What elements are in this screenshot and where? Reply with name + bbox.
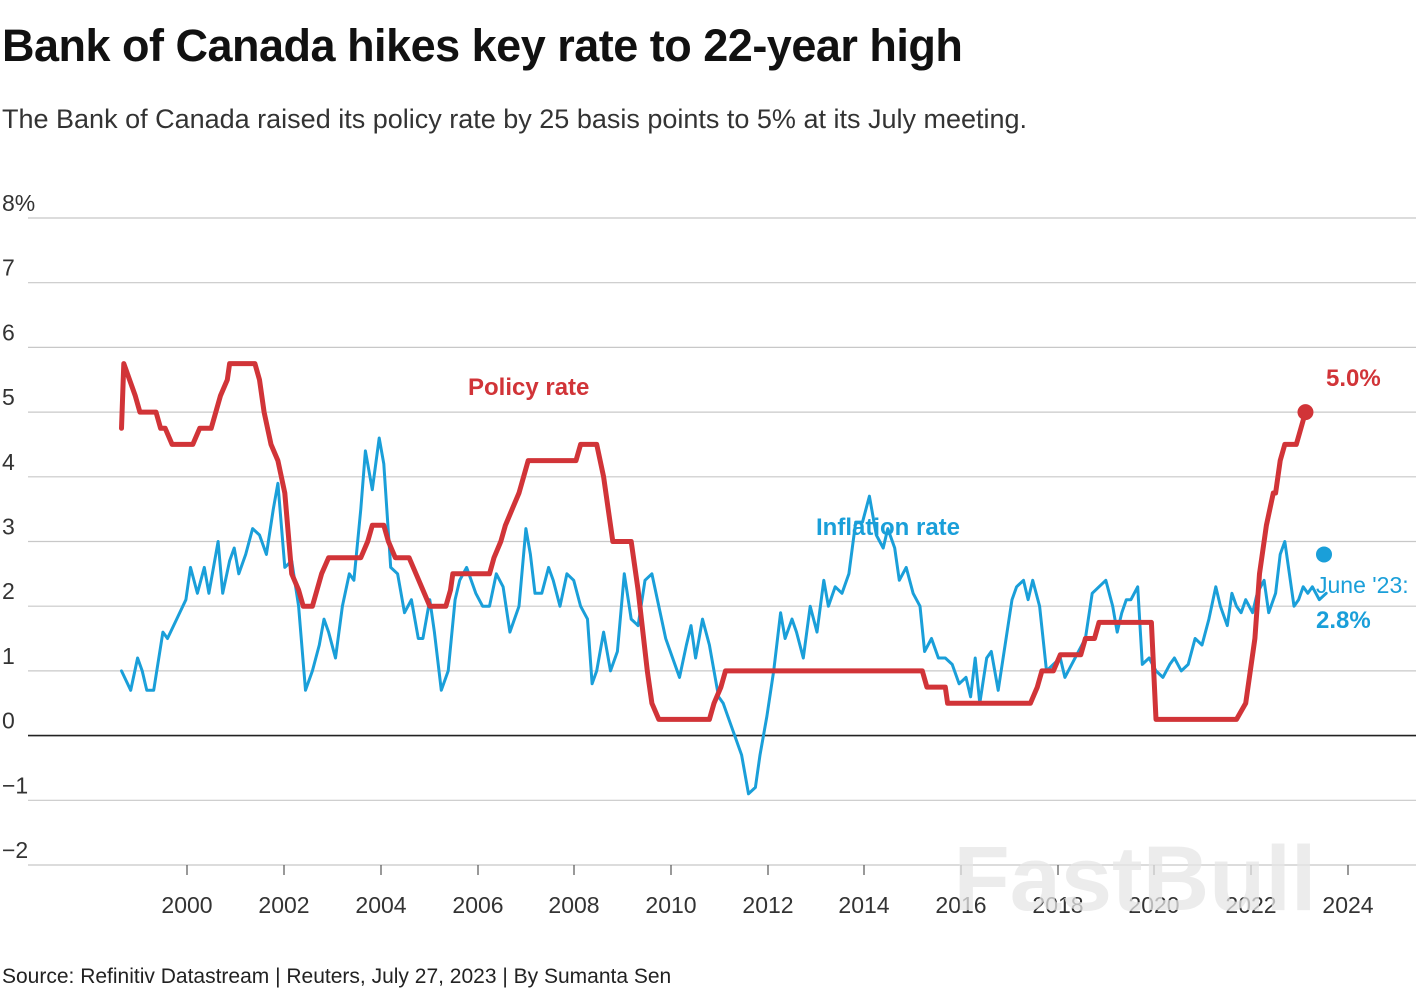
y-tick-label: 8% bbox=[2, 190, 35, 216]
x-tick-label: 2002 bbox=[258, 892, 309, 918]
y-tick-label: 4 bbox=[2, 449, 15, 475]
inflation-rate-end-value: 2.8% bbox=[1316, 607, 1371, 634]
inflation-rate-line bbox=[120, 436, 1328, 796]
policy-rate-label: Policy rate bbox=[468, 374, 589, 401]
watermark: FastBull bbox=[954, 828, 1317, 930]
x-tick-label: 2004 bbox=[355, 892, 406, 918]
y-tick-label: 7 bbox=[2, 255, 15, 281]
x-tick-label: 2016 bbox=[935, 892, 986, 918]
series-labels: Policy rate Inflation rate 5.0% June '23: 2.… bbox=[468, 365, 1409, 634]
x-tick-label: 2022 bbox=[1225, 892, 1276, 918]
y-tick-label: 6 bbox=[2, 319, 15, 345]
policy-rate-line bbox=[119, 361, 1308, 722]
y-tick-label: 1 bbox=[2, 643, 15, 669]
x-tick-label: 2006 bbox=[452, 892, 503, 918]
chart-subtitle: The Bank of Canada raised its policy rat… bbox=[2, 104, 1028, 134]
x-tick-label: 2012 bbox=[742, 892, 793, 918]
x-tick-label: 2024 bbox=[1322, 892, 1373, 918]
x-tick-label: 2020 bbox=[1128, 892, 1179, 918]
y-tick-label: 5 bbox=[2, 384, 15, 410]
x-tick-label: 2010 bbox=[645, 892, 696, 918]
source-note: Source: Refinitiv Datastream | Reuters, … bbox=[2, 965, 672, 988]
chart-title: Bank of Canada hikes key rate to 22-year… bbox=[2, 20, 963, 71]
policy-rate-end-value: 5.0% bbox=[1326, 365, 1381, 392]
y-tick-label: −2 bbox=[2, 837, 28, 863]
inflation-end-date: June '23: bbox=[1316, 572, 1409, 598]
y-tick-label: 2 bbox=[2, 578, 15, 604]
y-tick-label: −1 bbox=[2, 772, 28, 798]
x-axis-ticks: 2000 2002 2004 2006 2008 2010 2012 2014 2016 2018… bbox=[161, 865, 1374, 918]
x-tick-label: 2008 bbox=[548, 892, 599, 918]
x-tick-label: 2018 bbox=[1032, 892, 1083, 918]
inflation-rate-endpoint bbox=[1316, 546, 1332, 563]
series-lines bbox=[119, 361, 1332, 796]
y-tick-label: 0 bbox=[2, 708, 15, 734]
x-tick-label: 2014 bbox=[838, 892, 889, 918]
inflation-rate-label: Inflation rate bbox=[816, 514, 960, 541]
y-axis-ticks: 8% 7 6 5 4 3 2 1 0 −1 −2 bbox=[2, 190, 35, 863]
x-tick-label: 2000 bbox=[161, 892, 212, 918]
gridlines bbox=[28, 217, 1416, 866]
policy-rate-endpoint bbox=[1297, 404, 1314, 421]
y-tick-label: 3 bbox=[2, 514, 15, 540]
